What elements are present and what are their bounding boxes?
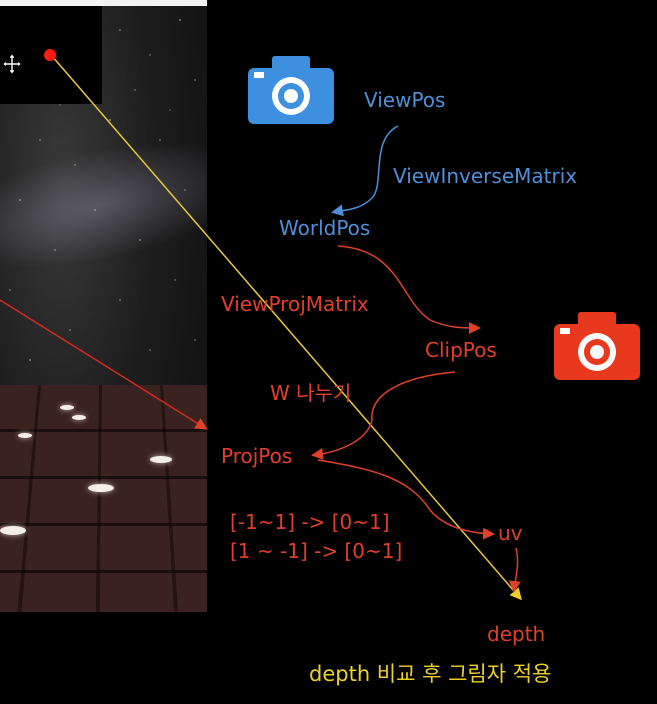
label-w-divide: W 나누기 bbox=[270, 381, 352, 405]
arrow-projpos-uv bbox=[317, 459, 495, 540]
label-projpos: ProjPos bbox=[221, 444, 293, 468]
caption-footer: depth 비교 후 그림자 적용 bbox=[309, 662, 552, 686]
light-ray bbox=[0, 299, 208, 430]
arrow-worldpos-clippos bbox=[337, 245, 481, 334]
label-worldpos: WorldPos bbox=[279, 216, 371, 240]
label-uv: uv bbox=[498, 521, 523, 545]
floor-light bbox=[18, 433, 32, 438]
label-depth: depth bbox=[487, 622, 546, 646]
label-viewprojmatrix: ViewProjMatrix bbox=[221, 292, 369, 316]
floor-light bbox=[88, 484, 114, 492]
render-viewport bbox=[0, 0, 207, 612]
label-range-1: [-1~1] -> [0~1] bbox=[230, 510, 390, 534]
floor-light bbox=[72, 415, 86, 420]
camera-icon bbox=[554, 312, 640, 380]
label-range-2: [1 ~ -1] -> [0~1] bbox=[230, 539, 403, 563]
floor-light bbox=[60, 405, 74, 410]
light-source-dot bbox=[44, 49, 56, 61]
label-viewpos: ViewPos bbox=[364, 88, 446, 112]
arrow-uv-depth bbox=[508, 547, 521, 593]
floor-light bbox=[150, 456, 172, 463]
floor-tile-seams bbox=[0, 385, 207, 612]
camera-icon bbox=[248, 56, 334, 124]
arrow-viewpos-worldpos bbox=[331, 125, 399, 217]
arrow-clippos-projpos bbox=[311, 371, 456, 460]
move-cursor-icon[interactable] bbox=[2, 52, 22, 76]
label-viewinversematrix: ViewInverseMatrix bbox=[393, 164, 578, 188]
label-clippos: ClipPos bbox=[425, 338, 497, 362]
projection-line bbox=[51, 55, 522, 601]
viewport-top-bar bbox=[0, 0, 207, 6]
floor-light bbox=[0, 526, 26, 535]
